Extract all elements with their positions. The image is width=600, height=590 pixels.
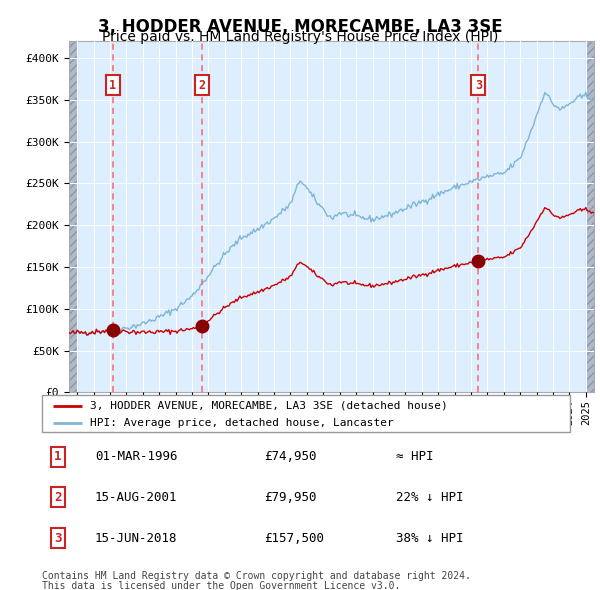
Text: 15-JUN-2018: 15-JUN-2018 xyxy=(95,532,178,545)
Text: 3, HODDER AVENUE, MORECAMBE, LA3 3SE: 3, HODDER AVENUE, MORECAMBE, LA3 3SE xyxy=(98,18,502,36)
Text: 1: 1 xyxy=(54,450,62,463)
Text: 2: 2 xyxy=(199,78,206,91)
Text: 38% ↓ HPI: 38% ↓ HPI xyxy=(396,532,463,545)
FancyBboxPatch shape xyxy=(42,395,570,432)
Text: Contains HM Land Registry data © Crown copyright and database right 2024.: Contains HM Land Registry data © Crown c… xyxy=(42,571,471,581)
Text: 3, HODDER AVENUE, MORECAMBE, LA3 3SE (detached house): 3, HODDER AVENUE, MORECAMBE, LA3 3SE (de… xyxy=(89,401,447,411)
Text: 3: 3 xyxy=(475,78,482,91)
Bar xyxy=(69,41,77,392)
Text: 2: 2 xyxy=(54,491,62,504)
Text: 1: 1 xyxy=(109,78,116,91)
Text: 01-MAR-1996: 01-MAR-1996 xyxy=(95,450,178,463)
Text: 15-AUG-2001: 15-AUG-2001 xyxy=(95,491,178,504)
Bar xyxy=(69,41,77,392)
Text: HPI: Average price, detached house, Lancaster: HPI: Average price, detached house, Lanc… xyxy=(89,418,393,428)
Text: This data is licensed under the Open Government Licence v3.0.: This data is licensed under the Open Gov… xyxy=(42,581,400,590)
Bar xyxy=(586,41,594,392)
Text: £74,950: £74,950 xyxy=(264,450,316,463)
Text: 22% ↓ HPI: 22% ↓ HPI xyxy=(396,491,463,504)
Text: £79,950: £79,950 xyxy=(264,491,316,504)
Text: £157,500: £157,500 xyxy=(264,532,324,545)
Bar xyxy=(586,41,594,392)
Text: Price paid vs. HM Land Registry's House Price Index (HPI): Price paid vs. HM Land Registry's House … xyxy=(102,30,498,44)
Text: ≈ HPI: ≈ HPI xyxy=(396,450,433,463)
Text: 3: 3 xyxy=(54,532,62,545)
